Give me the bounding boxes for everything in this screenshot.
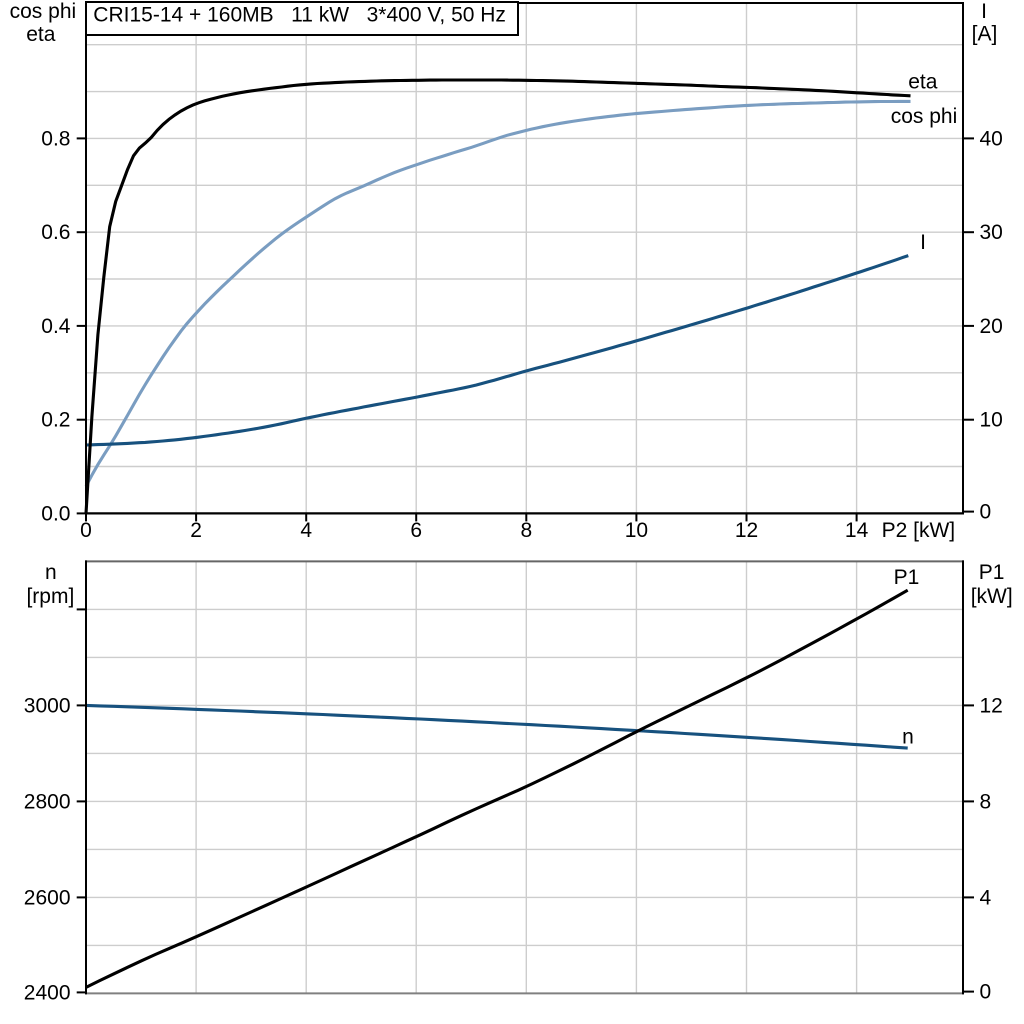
svg-text:CRI15-14 + 160MB 11 kW 3*4: CRI15-14 + 160MB 11 kW 3*400 V, 50 Hz <box>93 3 506 26</box>
svg-text:14: 14 <box>845 519 869 542</box>
svg-text:[rpm]: [rpm] <box>26 585 74 608</box>
svg-text:2800: 2800 <box>24 790 71 813</box>
svg-text:40: 40 <box>980 127 1003 150</box>
svg-text:0: 0 <box>80 519 92 542</box>
svg-text:30: 30 <box>980 221 1003 244</box>
svg-text:10: 10 <box>980 409 1003 432</box>
svg-text:0.8: 0.8 <box>41 127 70 150</box>
svg-text:n: n <box>45 561 57 584</box>
svg-text:4: 4 <box>300 519 312 542</box>
svg-text:8: 8 <box>520 519 532 542</box>
svg-text:6: 6 <box>410 519 422 542</box>
svg-text:20: 20 <box>980 315 1003 338</box>
svg-text:[kW]: [kW] <box>971 585 1013 608</box>
svg-text:10: 10 <box>625 519 648 542</box>
svg-text:0: 0 <box>980 501 992 524</box>
svg-text:P2 [kW]: P2 [kW] <box>882 519 956 542</box>
svg-text:0.0: 0.0 <box>41 502 70 525</box>
svg-text:0: 0 <box>980 981 992 1004</box>
svg-text:[A]: [A] <box>972 23 998 46</box>
svg-text:8: 8 <box>980 790 992 813</box>
svg-text:0.4: 0.4 <box>41 315 71 338</box>
svg-text:4: 4 <box>980 886 992 909</box>
svg-text:I: I <box>920 231 926 254</box>
svg-text:P1: P1 <box>979 561 1005 584</box>
svg-text:eta: eta <box>26 23 56 46</box>
svg-text:12: 12 <box>735 519 758 542</box>
svg-text:cos phi: cos phi <box>10 0 77 23</box>
svg-text:cos phi: cos phi <box>891 105 958 128</box>
svg-text:0.2: 0.2 <box>41 409 70 432</box>
svg-text:n: n <box>902 726 914 749</box>
svg-text:2: 2 <box>190 519 202 542</box>
svg-text:I: I <box>981 0 987 23</box>
svg-text:2600: 2600 <box>24 886 71 909</box>
svg-text:P1: P1 <box>894 566 920 589</box>
svg-text:12: 12 <box>980 694 1003 717</box>
svg-text:3000: 3000 <box>24 694 71 717</box>
svg-text:eta: eta <box>908 71 938 94</box>
svg-text:0.6: 0.6 <box>41 221 70 244</box>
svg-text:2400: 2400 <box>24 981 71 1004</box>
